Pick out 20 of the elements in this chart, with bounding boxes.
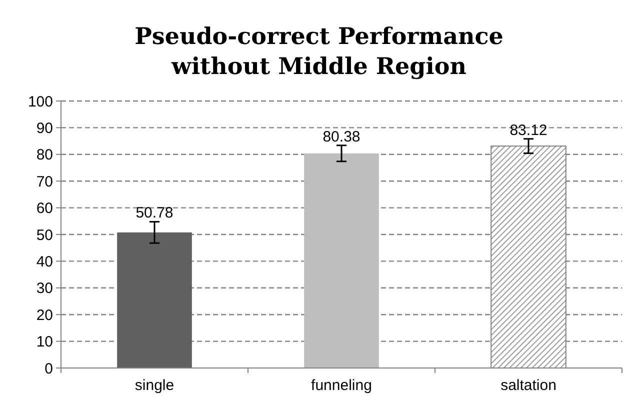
y-tick-label: 20	[36, 306, 53, 324]
x-tick-label: funneling	[311, 377, 372, 394]
data-label: 50.78	[136, 204, 174, 222]
y-tick-label: 90	[36, 120, 53, 137]
y-tick-label: 80	[36, 146, 53, 164]
y-tick-label: 100	[28, 93, 53, 110]
chart-title: Pseudo-correct Performance without Middle Region	[134, 23, 504, 80]
y-tick-label: 10	[36, 334, 53, 351]
y-tick-label: 50	[36, 226, 53, 244]
data-label: 80.38	[322, 128, 360, 146]
data-label: 83.12	[510, 122, 548, 139]
y-tick-label: 30	[36, 280, 53, 298]
x-tick-label: single	[134, 377, 174, 394]
bar	[304, 153, 379, 368]
y-tick-label: 40	[36, 253, 53, 270]
y-tick-label: 70	[36, 173, 53, 190]
y-tick-label: 0	[44, 360, 53, 378]
y-tick-label: 60	[36, 200, 53, 218]
x-tick-label: saltation	[500, 377, 556, 394]
bar	[117, 232, 192, 368]
